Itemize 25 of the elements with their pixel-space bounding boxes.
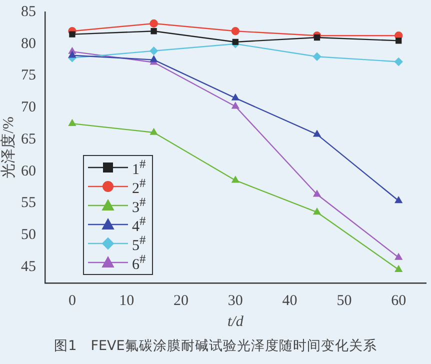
legend-label: 1$^{#}$ (132, 156, 146, 178)
x-tick-label: 30 (228, 292, 243, 309)
legend-label: 3$^{#}$ (132, 194, 146, 216)
x-tick-label: 0 (68, 292, 76, 309)
legend-label: 5$^{#}$ (132, 232, 146, 254)
y-tick-label: 60 (21, 163, 36, 180)
y-tick-label: 50 (21, 227, 36, 244)
x-tick-label: 40 (282, 292, 298, 309)
y-tick-label: 70 (21, 100, 36, 116)
y-tick-label: 45 (21, 258, 36, 275)
y-tick-label: 85 (21, 4, 36, 20)
x-tick-label: 20 (174, 292, 188, 309)
y-tick-label: 80 (21, 36, 36, 52)
y-tick-label: 65 (21, 131, 36, 148)
legend-label: 2$^{#}$ (132, 176, 146, 196)
y-tick-label: 55 (21, 195, 36, 212)
x-axis-title: t/d (227, 314, 244, 330)
x-tick-label: 10 (119, 292, 134, 309)
caption: 图1 FEVE氟碳涂膜耐碱试验光泽度随时间变化关系 (53, 337, 378, 355)
x-tick-label: 60 (391, 292, 406, 309)
legend-label: 4$^{#}$ (132, 214, 146, 234)
y-axis-title: 光泽度/% (0, 116, 17, 178)
legend-label: 6$^{#}$ (132, 252, 146, 272)
x-tick-label: 50 (336, 292, 352, 309)
y-tick-label: 75 (21, 68, 36, 84)
